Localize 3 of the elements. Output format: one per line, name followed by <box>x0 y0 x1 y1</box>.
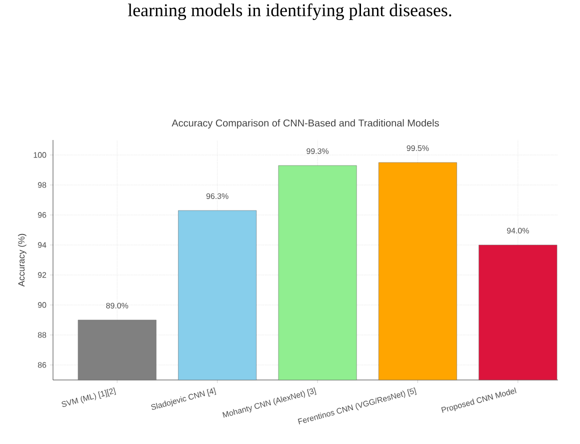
chart-title: Accuracy Comparison of CNN-Based and Traditional Models <box>172 119 439 128</box>
text: learning models in identifying plant diseases. <box>128 4 452 20</box>
y-axis-title: Accuracy (%) <box>18 234 26 287</box>
